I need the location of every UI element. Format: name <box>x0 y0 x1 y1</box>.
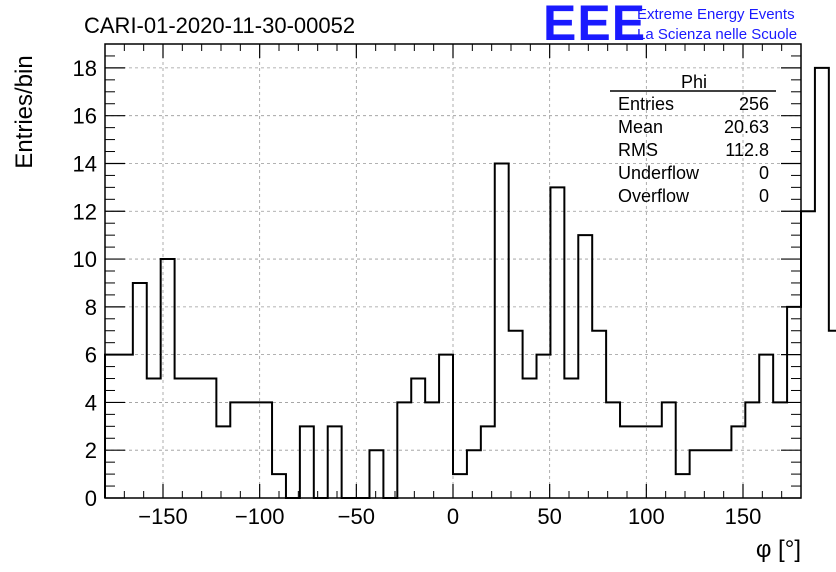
stats-label: Entries <box>618 94 674 114</box>
stats-value: 20.63 <box>724 117 769 137</box>
stats-label: Underflow <box>618 163 700 183</box>
x-tick-label: −50 <box>338 504 375 529</box>
stats-rows: Entries 256 Mean 20.63 RMS 112.8 Underflow 0 Ove… <box>618 94 769 206</box>
x-tick-label: 100 <box>628 504 665 529</box>
logo-line1: Extreme Energy Events <box>637 6 795 23</box>
y-tick-label: 16 <box>73 104 97 129</box>
logo-eee: EEE <box>543 0 646 51</box>
chart-title: CARI-01-2020-11-30-00052 <box>84 13 355 38</box>
y-tick-label: 12 <box>73 199 97 224</box>
stats-value: 0 <box>759 186 769 206</box>
x-tick-label: −100 <box>235 504 285 529</box>
y-tick-label: 18 <box>73 56 97 81</box>
y-tick-label: 2 <box>85 438 97 463</box>
y-axis-title: Entries/bin <box>11 55 38 168</box>
tick-labels: −150 −100 −50 0 50 100 150 0 2 4 6 8 10 12 14 16 18 <box>73 56 762 529</box>
stats-value: 0 <box>759 163 769 183</box>
x-tick-label: −150 <box>138 504 188 529</box>
axis-ticks <box>105 44 801 499</box>
stats-label: Overflow <box>618 186 690 206</box>
logo-line2: La Scienza nelle Scuole <box>637 26 797 43</box>
x-axis-title: φ [°] <box>756 536 801 563</box>
x-tick-label: 150 <box>725 504 762 529</box>
y-tick-label: 8 <box>85 295 97 320</box>
stats-label: Mean <box>618 117 663 137</box>
histogram-line <box>104 66 836 499</box>
x-tick-label: 0 <box>447 504 459 529</box>
stats-value: 256 <box>739 94 769 114</box>
stats-box-name: Phi <box>681 72 707 92</box>
x-tick-label: 50 <box>537 504 561 529</box>
y-tick-label: 14 <box>73 151 97 176</box>
y-tick-label: 0 <box>85 486 97 511</box>
stats-box: Phi Entries 256 Mean 20.63 RMS 112.8 Underflow… <box>610 72 776 206</box>
y-tick-label: 6 <box>85 343 97 368</box>
stats-value: 112.8 <box>725 140 769 160</box>
stats-label: RMS <box>618 140 658 160</box>
y-tick-label: 10 <box>73 247 97 272</box>
y-tick-label: 4 <box>85 390 97 415</box>
